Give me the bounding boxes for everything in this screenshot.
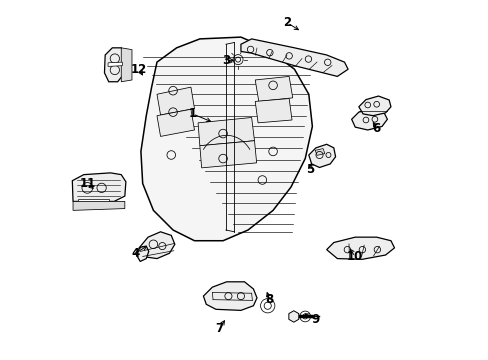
Text: 1: 1: [188, 107, 196, 120]
Polygon shape: [241, 39, 347, 76]
Text: 5: 5: [306, 163, 314, 176]
Polygon shape: [157, 109, 194, 136]
Text: 3: 3: [222, 54, 230, 67]
Polygon shape: [135, 246, 148, 261]
Text: 9: 9: [311, 313, 320, 326]
Polygon shape: [157, 87, 194, 115]
Polygon shape: [203, 282, 257, 310]
Text: 4: 4: [131, 247, 140, 260]
Text: 2: 2: [283, 16, 291, 29]
Text: 8: 8: [265, 293, 273, 306]
Text: 11: 11: [79, 177, 95, 190]
Polygon shape: [255, 99, 291, 123]
Polygon shape: [315, 149, 324, 156]
Polygon shape: [358, 96, 390, 116]
Polygon shape: [288, 311, 298, 322]
Polygon shape: [139, 232, 175, 258]
Text: 6: 6: [372, 122, 380, 135]
Polygon shape: [104, 48, 124, 82]
Polygon shape: [72, 173, 125, 202]
Polygon shape: [121, 48, 132, 82]
Text: 10: 10: [346, 250, 363, 263]
Text: 12: 12: [131, 63, 147, 76]
Polygon shape: [255, 76, 292, 102]
Polygon shape: [78, 199, 108, 203]
Text: 7: 7: [215, 322, 223, 335]
Polygon shape: [200, 141, 256, 168]
Polygon shape: [351, 109, 386, 130]
Polygon shape: [198, 117, 254, 146]
Polygon shape: [141, 37, 312, 241]
Polygon shape: [308, 144, 335, 167]
Polygon shape: [326, 237, 394, 259]
Polygon shape: [73, 202, 124, 210]
Polygon shape: [108, 62, 122, 66]
